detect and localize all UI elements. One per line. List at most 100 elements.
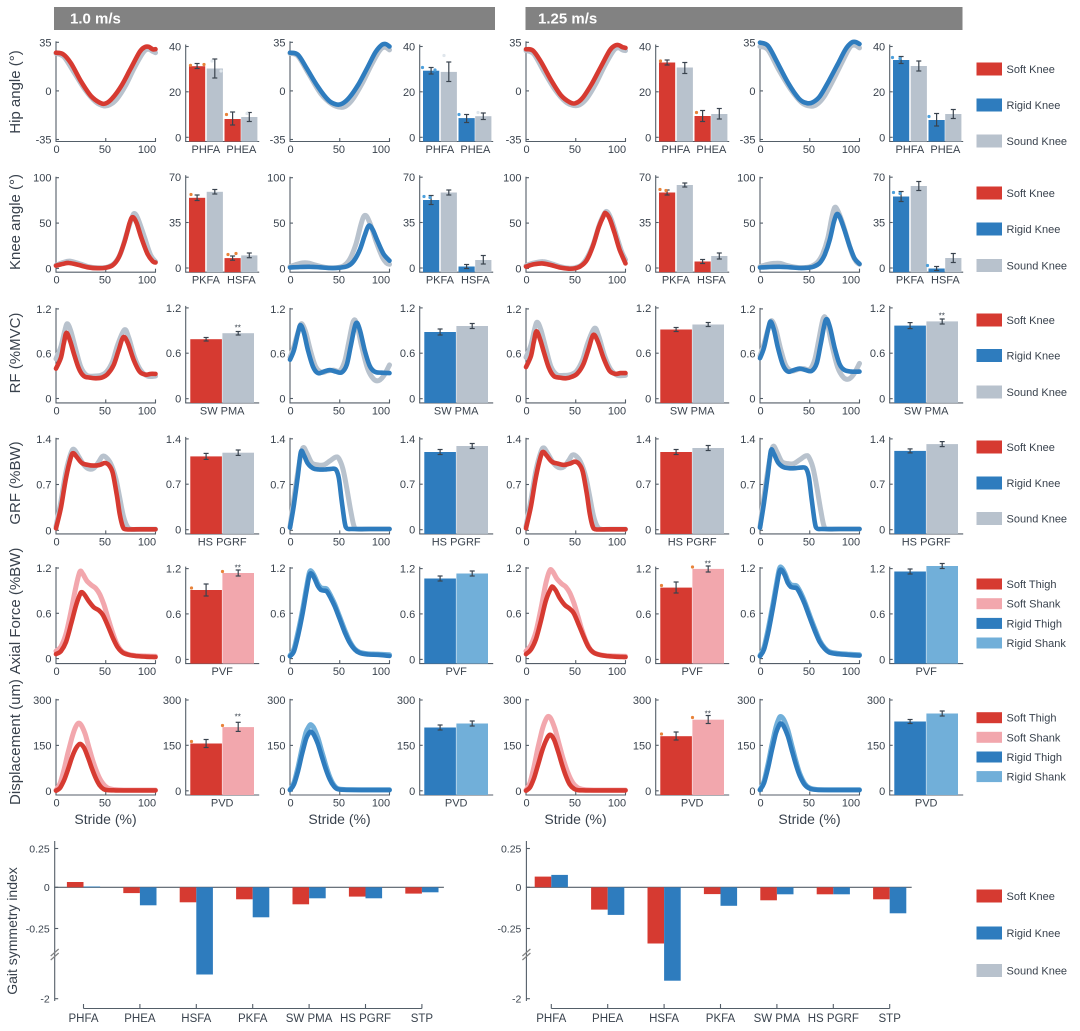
svg-text:GRF (%BW): GRF (%BW) — [7, 441, 24, 524]
svg-text:50: 50 — [803, 536, 815, 548]
svg-text:0: 0 — [879, 263, 885, 275]
svg-text:50: 50 — [273, 218, 285, 230]
svg-text:HS PGRF: HS PGRF — [340, 1013, 391, 1025]
svg-text:0: 0 — [287, 536, 293, 548]
svg-text:50: 50 — [99, 405, 111, 417]
svg-text:0: 0 — [516, 882, 522, 894]
svg-text:0: 0 — [279, 525, 285, 537]
svg-text:HSFA: HSFA — [181, 1013, 211, 1025]
svg-text:1.2: 1.2 — [636, 303, 651, 315]
svg-text:100: 100 — [842, 798, 860, 810]
svg-text:0: 0 — [515, 263, 521, 275]
svg-text:PHFA: PHFA — [426, 144, 455, 156]
svg-text:0: 0 — [515, 86, 521, 98]
svg-text:0: 0 — [287, 666, 293, 678]
svg-text:0.6: 0.6 — [166, 348, 181, 360]
svg-text:35: 35 — [39, 37, 51, 49]
svg-text:100: 100 — [138, 536, 156, 548]
svg-text:0: 0 — [757, 666, 763, 678]
svg-text:Soft Shank: Soft Shank — [1007, 599, 1061, 611]
svg-text:Sound Knee: Sound Knee — [1007, 136, 1068, 148]
svg-text:0.6: 0.6 — [166, 609, 181, 621]
svg-text:1.2: 1.2 — [400, 564, 415, 576]
svg-text:-35: -35 — [506, 135, 522, 147]
svg-text:Rigid Shank: Rigid Shank — [1007, 638, 1067, 650]
svg-text:0: 0 — [879, 132, 885, 144]
svg-text:0: 0 — [515, 394, 521, 406]
svg-text:Rigid Thigh: Rigid Thigh — [1007, 618, 1062, 630]
svg-text:0: 0 — [175, 132, 181, 144]
svg-text:PHFA: PHFA — [536, 1013, 566, 1025]
svg-text:35: 35 — [403, 218, 415, 230]
svg-text:-2: -2 — [512, 994, 521, 1006]
svg-text:HS PGRF: HS PGRF — [198, 536, 247, 548]
svg-text:Soft Knee: Soft Knee — [1007, 891, 1055, 903]
svg-text:HSFA: HSFA — [649, 1013, 679, 1025]
svg-text:50: 50 — [333, 536, 345, 548]
svg-text:100: 100 — [138, 798, 156, 810]
svg-text:PKFA: PKFA — [238, 1013, 268, 1025]
svg-text:0.6: 0.6 — [506, 608, 521, 620]
svg-text:150: 150 — [33, 740, 51, 752]
svg-text:-35: -35 — [740, 135, 756, 147]
svg-text:20: 20 — [639, 87, 651, 99]
svg-text:100: 100 — [372, 798, 390, 810]
svg-text:50: 50 — [743, 218, 755, 230]
svg-text:Soft Knee: Soft Knee — [1007, 188, 1055, 200]
svg-text:50: 50 — [803, 275, 815, 287]
svg-text:0.6: 0.6 — [636, 348, 651, 360]
svg-text:0: 0 — [523, 536, 529, 548]
svg-text:0: 0 — [757, 405, 763, 417]
svg-text:50: 50 — [569, 666, 581, 678]
svg-text:0: 0 — [53, 275, 59, 287]
svg-text:PHEA: PHEA — [460, 144, 491, 156]
svg-text:Soft Knee: Soft Knee — [1007, 64, 1055, 76]
svg-text:50: 50 — [333, 144, 345, 156]
svg-text:0: 0 — [279, 86, 285, 98]
svg-text:SW PMA: SW PMA — [200, 405, 245, 417]
svg-text:50: 50 — [569, 405, 581, 417]
svg-text:HSFA: HSFA — [931, 275, 960, 287]
svg-text:0: 0 — [287, 144, 293, 156]
svg-text:0: 0 — [45, 394, 51, 406]
svg-text:0: 0 — [175, 394, 181, 406]
svg-text:150: 150 — [163, 740, 181, 752]
svg-text:1.4: 1.4 — [870, 434, 885, 446]
svg-text:Rigid Knee: Rigid Knee — [1007, 351, 1061, 363]
svg-text:Hip angle (°): Hip angle (°) — [7, 50, 24, 134]
svg-text:PVD: PVD — [681, 798, 704, 810]
svg-text:PVD: PVD — [211, 798, 234, 810]
svg-text:PHFA: PHFA — [192, 144, 221, 156]
svg-text:35: 35 — [169, 218, 181, 230]
svg-text:0: 0 — [523, 405, 529, 417]
svg-text:100: 100 — [608, 798, 626, 810]
svg-text:PKFA: PKFA — [192, 275, 221, 287]
svg-text:35: 35 — [743, 37, 755, 49]
svg-text:Stride (%): Stride (%) — [74, 811, 136, 827]
svg-text:70: 70 — [639, 172, 651, 184]
svg-text:100: 100 — [372, 275, 390, 287]
svg-text:0: 0 — [409, 654, 415, 666]
svg-text:0: 0 — [523, 666, 529, 678]
svg-text:HSFA: HSFA — [227, 275, 256, 287]
svg-text:100: 100 — [372, 666, 390, 678]
svg-text:100: 100 — [372, 405, 390, 417]
svg-text:0: 0 — [279, 394, 285, 406]
svg-text:300: 300 — [163, 695, 181, 707]
svg-text:**: ** — [235, 564, 241, 573]
svg-text:0: 0 — [749, 654, 755, 666]
svg-text:Rigid Knee: Rigid Knee — [1007, 478, 1061, 490]
svg-text:0: 0 — [757, 144, 763, 156]
svg-text:-0.25: -0.25 — [26, 923, 50, 935]
svg-text:0: 0 — [45, 263, 51, 275]
svg-text:50: 50 — [333, 666, 345, 678]
svg-text:0: 0 — [645, 132, 651, 144]
svg-text:100: 100 — [842, 405, 860, 417]
svg-text:1.4: 1.4 — [36, 434, 51, 446]
svg-text:0: 0 — [53, 144, 59, 156]
svg-text:Stride (%): Stride (%) — [308, 811, 370, 827]
svg-text:1.2: 1.2 — [636, 564, 651, 576]
svg-text:0: 0 — [287, 275, 293, 287]
svg-text:SW PMA: SW PMA — [286, 1013, 333, 1025]
svg-text:0: 0 — [757, 798, 763, 810]
